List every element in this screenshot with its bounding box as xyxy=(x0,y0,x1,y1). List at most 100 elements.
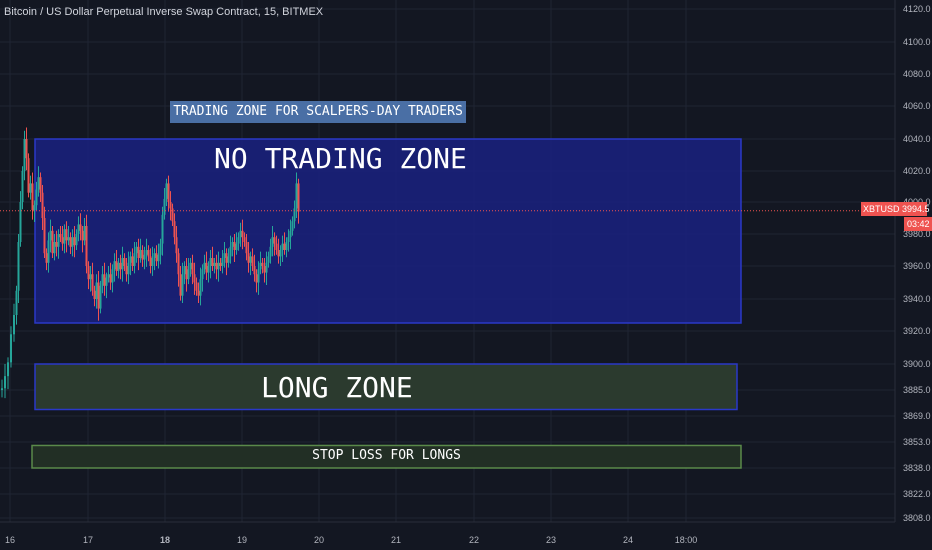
x-tick-label: 18:00 xyxy=(675,535,698,545)
candle-body xyxy=(267,256,270,263)
candle-body xyxy=(95,282,98,299)
candle-body xyxy=(97,282,100,309)
candle-body xyxy=(45,253,48,263)
candle-body xyxy=(283,243,286,250)
y-tick-label: 3920.0 xyxy=(903,326,931,336)
candle-body xyxy=(251,256,254,266)
candle-body xyxy=(35,189,38,206)
candle-body xyxy=(10,334,12,363)
candle-body xyxy=(49,230,52,241)
candle-body xyxy=(23,139,26,171)
candle-body xyxy=(99,285,102,309)
candle-body xyxy=(41,192,44,218)
candle-body xyxy=(37,177,40,190)
candle-body xyxy=(205,262,208,273)
candle-body xyxy=(247,253,250,263)
candle-body xyxy=(77,224,80,234)
candle-body xyxy=(271,237,274,247)
candle-body xyxy=(173,221,176,238)
candle-body xyxy=(143,254,146,260)
candle-body xyxy=(179,274,182,296)
candle-body xyxy=(7,362,9,377)
candle-body xyxy=(57,234,60,247)
candle-body xyxy=(65,229,68,241)
y-tick-label: 3940.0 xyxy=(903,294,931,304)
candle-body xyxy=(225,253,228,263)
candle-body xyxy=(113,261,116,270)
candle-body xyxy=(199,279,202,296)
candle-body xyxy=(167,183,170,202)
candle-body xyxy=(141,250,144,260)
candle-body xyxy=(297,183,300,212)
candle-body xyxy=(221,258,224,266)
candle-body xyxy=(73,237,76,246)
candle-body xyxy=(27,158,30,193)
bar-countdown: 03:42 xyxy=(904,217,932,231)
y-tick-label: 4060.0 xyxy=(903,101,931,111)
candle-body xyxy=(109,274,112,283)
ticker-symbol: XBTUSD xyxy=(863,204,900,214)
candle-body xyxy=(261,262,264,266)
candle-body xyxy=(163,198,166,215)
candle-body xyxy=(229,246,232,257)
candle-body xyxy=(147,250,150,257)
candle-body xyxy=(231,242,234,247)
chart-title: Bitcoin / US Dollar Perpetual Inverse Sw… xyxy=(4,6,324,18)
time-axis[interactable]: 16 17 18 19 20 21 22 23 24 18:00 xyxy=(0,521,895,545)
candle-body xyxy=(239,230,242,238)
candle-body xyxy=(39,177,42,193)
candle-body xyxy=(285,242,288,250)
x-tick-label: 18 xyxy=(160,535,170,545)
candle-body xyxy=(265,262,268,273)
candle-body xyxy=(79,224,82,231)
candle-body xyxy=(101,274,104,286)
candle-body xyxy=(211,258,214,266)
candle-body xyxy=(183,266,186,275)
zone-rectangles xyxy=(31,138,742,469)
last-price-tag: XBTUSD 3994.5 xyxy=(861,202,930,216)
candle-body xyxy=(153,253,156,258)
candle-body xyxy=(203,262,206,270)
candle-body xyxy=(31,183,34,210)
x-tick-label: 23 xyxy=(546,535,556,545)
candle-body xyxy=(29,183,32,193)
candle-body xyxy=(1,388,3,390)
candle-body xyxy=(189,262,192,270)
candle-body xyxy=(181,274,184,296)
candle-body xyxy=(13,315,15,335)
candle-body xyxy=(191,262,194,275)
long-zone-label: LONG ZONE xyxy=(261,371,413,404)
candle-body xyxy=(255,274,258,283)
candle-body xyxy=(219,262,222,266)
candle-body xyxy=(25,139,28,159)
candle-body xyxy=(133,253,136,266)
candle-body xyxy=(103,274,106,286)
long-zone-rect xyxy=(34,363,738,411)
candle-body xyxy=(171,208,174,222)
no-trading-zone-rect xyxy=(34,138,742,324)
y-tick-label: 4080.0 xyxy=(903,69,931,79)
x-tick-label: 24 xyxy=(623,535,633,545)
candle-body xyxy=(151,258,154,266)
y-tick-label: 4020.0 xyxy=(903,166,931,176)
candlestick-series xyxy=(1,127,300,399)
candle-body xyxy=(19,202,22,242)
candle-body xyxy=(21,171,24,202)
candle-body xyxy=(121,258,124,270)
no-trading-zone-label: NO TRADING ZONE xyxy=(214,142,467,175)
candle-body xyxy=(195,282,198,291)
candle-body xyxy=(43,218,46,254)
candle-body xyxy=(53,242,56,254)
candle-body xyxy=(89,274,92,280)
candle-body xyxy=(83,226,86,241)
candle-body xyxy=(193,274,196,283)
x-tick-label: 22 xyxy=(469,535,479,545)
price-axis[interactable]: 4120.04100.04080.04060.04040.04020.04000… xyxy=(894,0,931,523)
candle-body xyxy=(197,290,200,296)
stop-loss-label: STOP LOSS FOR LONGS xyxy=(312,448,461,463)
candle-body xyxy=(275,243,278,250)
y-tick-label: 3900.0 xyxy=(903,359,931,369)
candle-body xyxy=(145,250,148,255)
candle-body xyxy=(119,262,122,270)
